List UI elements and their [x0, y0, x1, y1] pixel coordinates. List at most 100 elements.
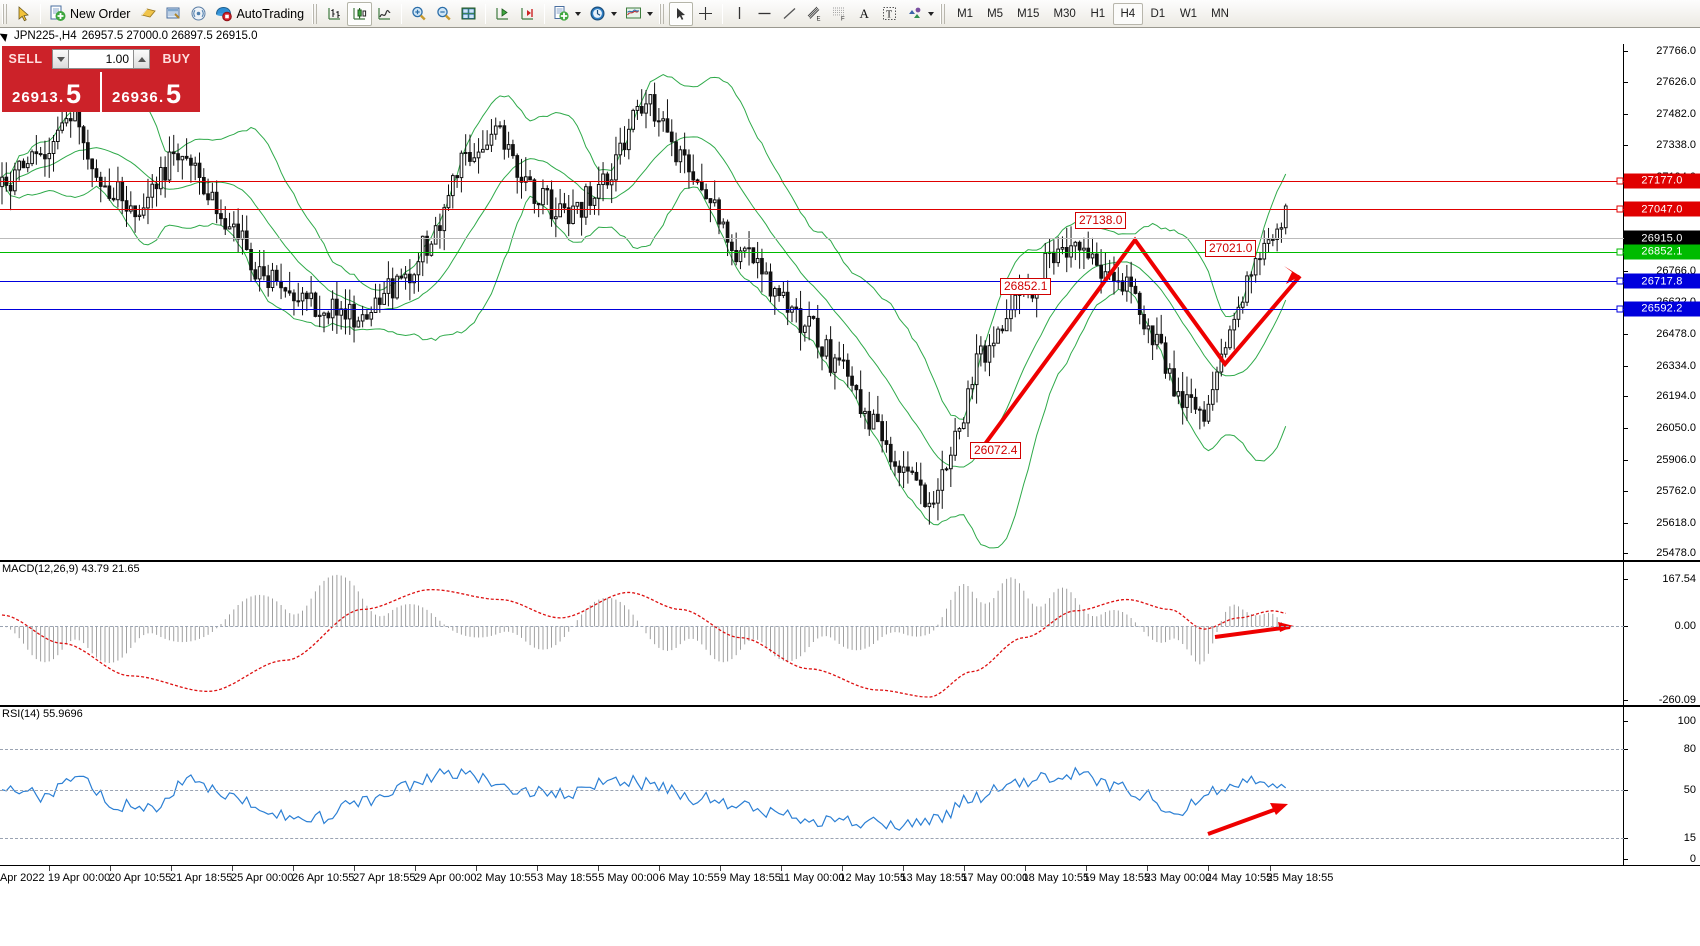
time-tick-mark: [109, 866, 111, 871]
zoom-in-icon[interactable]: [406, 2, 431, 26]
timeframe-d1[interactable]: D1: [1150, 7, 1166, 20]
timeframe-m15[interactable]: M15: [1017, 7, 1040, 20]
trendline-icon[interactable]: [777, 2, 802, 26]
price-pane[interactable]: 27766.027626.027482.027338.027194.026766…: [0, 44, 1700, 560]
oct-price-row: 26913 . 5 26936 . 5: [2, 72, 200, 112]
price-tag-last-price[interactable]: 26915.0: [1624, 230, 1700, 246]
level-handle[interactable]: [1616, 177, 1624, 185]
level-line-pivot[interactable]: [0, 251, 1624, 253]
toolbar-grip[interactable]: [2, 3, 9, 24]
timeframe-mn[interactable]: MN: [1211, 7, 1229, 20]
price-tick-label: 27626.0: [1656, 76, 1696, 89]
toolbar-grip-2[interactable]: [312, 3, 320, 24]
fibonacci-icon[interactable]: F: [827, 2, 852, 26]
indicators-icon[interactable]: [549, 2, 585, 26]
toolbar-grip-4[interactable]: [940, 3, 948, 24]
vertical-line-icon[interactable]: [727, 2, 752, 26]
price-tick-label: 25478.0: [1656, 547, 1696, 560]
level-handle[interactable]: [1616, 277, 1624, 285]
level-line-support[interactable]: [0, 281, 1624, 283]
cursor-icon[interactable]: [669, 1, 694, 26]
tile-windows-icon[interactable]: [456, 2, 481, 26]
buy-button[interactable]: BUY: [153, 46, 200, 72]
volume-control[interactable]: 1.00: [49, 46, 153, 72]
arrow-down-icon: [56, 56, 65, 62]
timeframe-m5[interactable]: M5: [987, 7, 1004, 20]
candlestick-chart-icon[interactable]: [347, 1, 373, 26]
toolbar-grip-3[interactable]: [659, 3, 667, 24]
buy-price-display[interactable]: 26936 . 5: [102, 72, 200, 112]
time-tick-mark: [903, 866, 905, 871]
time-tick-mark: [659, 866, 660, 871]
annotation-swing-high[interactable]: 27138.0: [1075, 212, 1127, 229]
annotation-target[interactable]: 27021.0: [1205, 240, 1257, 257]
horizontal-line-icon[interactable]: [752, 2, 777, 26]
price-tag-resistance[interactable]: 27177.0: [1624, 173, 1700, 189]
bar-chart-icon[interactable]: [322, 2, 347, 26]
annotation-pivot-level[interactable]: 26852.1: [1000, 278, 1052, 295]
rsi-line: [1, 766, 1287, 831]
chevron-down-icon[interactable]: [575, 11, 582, 16]
period-clock-icon[interactable]: [585, 2, 621, 26]
sell-button[interactable]: SELL: [2, 46, 49, 72]
price-tick-label: 25618.0: [1656, 516, 1696, 529]
level-handle[interactable]: [1616, 205, 1624, 213]
new-order-label: New Order: [70, 6, 131, 21]
zoom-out-icon[interactable]: [431, 2, 456, 26]
autotrading-button[interactable]: AutoTrading: [211, 2, 310, 26]
timeframe-m1[interactable]: M1: [957, 7, 974, 20]
price-tick-mark: [1624, 113, 1628, 115]
price-tick-mark: [1624, 522, 1628, 524]
timeframe-h1[interactable]: H1: [1090, 7, 1106, 20]
timeframe-h4[interactable]: H4: [1112, 2, 1143, 25]
signals-icon[interactable]: [186, 2, 211, 26]
rsi-trend-arrow[interactable]: [1207, 803, 1288, 836]
level-line-support[interactable]: [0, 308, 1624, 310]
macd-pane[interactable]: MACD(12,26,9) 43.79 21.65 167.54 0.00 -260…: [0, 560, 1700, 706]
annotation-swing-low[interactable]: 26072.4: [970, 442, 1022, 459]
price-tag-pivot[interactable]: 26852.1: [1624, 244, 1700, 260]
crosshair-icon[interactable]: [693, 2, 718, 26]
templates-icon[interactable]: [621, 2, 657, 26]
time-tick-label: 5 Apr 2022: [0, 872, 45, 884]
rsi-scale-divider: [1623, 707, 1624, 865]
buy-price-fraction: 5: [166, 79, 182, 109]
level-handle[interactable]: [1616, 248, 1624, 256]
time-tick-label: 19 Apr 00:00: [47, 872, 111, 884]
level-line-resistance[interactable]: [0, 209, 1624, 211]
trend-projection-line[interactable]: [983, 236, 1302, 446]
level-handle[interactable]: [1616, 305, 1624, 313]
text-icon[interactable]: A: [852, 2, 877, 26]
level-line-resistance[interactable]: [0, 180, 1624, 182]
chevron-down-icon-4[interactable]: [928, 11, 935, 16]
shapes-icon[interactable]: [902, 2, 938, 26]
volume-input[interactable]: 1.00: [69, 49, 133, 69]
shift-end-icon[interactable]: [515, 2, 540, 26]
one-click-trading-panel[interactable]: SELL 1.00 BUY 26913 . 5 26936 . 5: [2, 46, 200, 112]
last-price-line: [0, 238, 1624, 240]
chevron-down-icon-2[interactable]: [611, 11, 618, 16]
data-window-icon[interactable]: [161, 2, 186, 26]
equidistant-channel-icon[interactable]: E: [802, 2, 827, 26]
price-tick-label: 26766.0: [1656, 264, 1696, 277]
sell-price-display[interactable]: 26913 . 5: [2, 72, 102, 112]
price-tag-resistance[interactable]: 27047.0: [1624, 201, 1700, 217]
text-label-icon[interactable]: T: [877, 2, 902, 26]
price-tag-support[interactable]: 26717.8: [1624, 273, 1700, 289]
chart-area[interactable]: 27766.027626.027482.027338.027194.026766…: [0, 44, 1700, 946]
price-tag-support[interactable]: 26592.2: [1624, 301, 1700, 317]
line-chart-icon[interactable]: [372, 2, 397, 26]
cursor-arrow-icon[interactable]: [12, 2, 36, 26]
rsi-pane[interactable]: RSI(14) 55.9696 100 80 50 15 0: [0, 705, 1700, 865]
volume-decrease-button[interactable]: [52, 49, 69, 69]
time-tick-label: 17 May 00:00: [961, 872, 1029, 884]
timeframe-w1[interactable]: W1: [1179, 7, 1198, 20]
timeframe-m30[interactable]: M30: [1053, 7, 1076, 20]
new-order-button[interactable]: New Order: [45, 2, 136, 26]
time-tick-label: 13 May 18:55: [900, 872, 968, 884]
macd-trend-arrow[interactable]: [1214, 622, 1294, 639]
expert-advisor-icon[interactable]: [136, 2, 161, 26]
chevron-down-icon-3[interactable]: [647, 11, 654, 16]
volume-increase-button[interactable]: [133, 49, 150, 69]
shift-start-icon[interactable]: [490, 2, 515, 26]
